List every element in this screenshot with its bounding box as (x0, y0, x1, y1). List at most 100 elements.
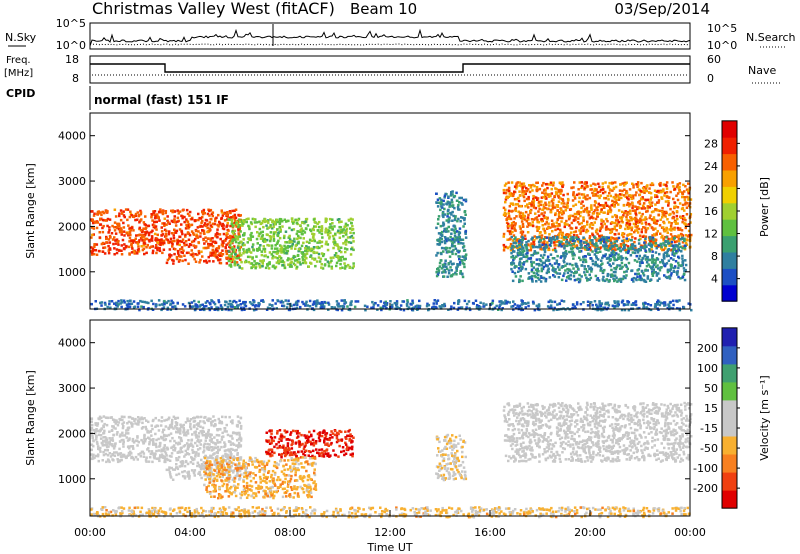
heatmap-cell (257, 234, 261, 238)
heatmap-cell (667, 254, 670, 258)
heatmap-cell (202, 208, 206, 212)
heatmap-cell (527, 222, 530, 225)
heatmap-cell (673, 205, 676, 209)
heatmap-cell (675, 214, 679, 218)
heatmap-cell (558, 233, 561, 236)
heatmap-cell (637, 238, 641, 242)
heatmap-cell (653, 258, 656, 261)
heatmap-cell (260, 299, 263, 302)
heatmap-cell (535, 236, 539, 239)
heatmap-cell (538, 278, 541, 281)
heatmap-cell (658, 303, 662, 307)
heatmap-cell (644, 221, 648, 224)
heatmap-cell (684, 268, 687, 272)
heatmap-cell (244, 259, 248, 263)
heatmap-cell (109, 248, 112, 251)
heatmap-cell (643, 189, 646, 192)
heatmap-cell (181, 251, 184, 255)
heatmap-cell (624, 227, 627, 231)
heatmap-cell (553, 247, 557, 250)
heatmap-cell (680, 229, 684, 232)
heatmap-cell (113, 253, 116, 256)
heatmap-cell (258, 248, 261, 251)
heatmap-cell (533, 235, 536, 238)
heatmap-cell (681, 215, 685, 218)
heatmap-cell (683, 209, 686, 212)
heatmap-cell (586, 185, 589, 188)
heatmap-cell (640, 222, 644, 225)
heatmap-cell (654, 238, 658, 242)
heatmap-cell (566, 233, 569, 236)
heatmap-cell (649, 244, 652, 247)
heatmap-cell (623, 308, 627, 312)
heatmap-cell (543, 261, 546, 265)
heatmap-cell (525, 197, 529, 201)
heatmap-cell (638, 234, 642, 237)
heatmap-cell (242, 306, 246, 309)
heatmap-cell (651, 274, 655, 277)
heatmap-cell (320, 232, 324, 236)
heatmap-cell (142, 227, 145, 230)
heatmap-cell (208, 209, 211, 213)
heatmap-cell (522, 194, 525, 197)
heatmap-cell (148, 246, 152, 249)
heatmap-cell (513, 241, 517, 244)
heatmap-cell (626, 251, 630, 255)
heatmap-cell (582, 255, 585, 259)
heatmap-cell (217, 213, 220, 217)
heatmap-cell (439, 224, 443, 228)
heatmap-cell (638, 278, 641, 281)
heatmap-cell (632, 222, 636, 226)
heatmap-cell (596, 264, 600, 268)
heatmap-cell (94, 423, 98, 427)
heatmap-cell (304, 255, 307, 258)
heatmap-cell (230, 308, 233, 312)
heatmap-cell (336, 244, 339, 247)
heatmap-cell (195, 229, 198, 233)
heatmap-cell (678, 190, 682, 193)
heatmap-cell (607, 185, 610, 188)
heatmap-cell (217, 245, 221, 248)
heatmap-cell (275, 261, 279, 264)
heatmap-cell (231, 246, 234, 249)
heatmap-cell (450, 213, 453, 216)
heatmap-cell (582, 301, 585, 304)
heatmap-cell (565, 236, 568, 239)
heatmap-cell (669, 274, 673, 277)
heatmap-cell (590, 267, 593, 271)
heatmap-cell (617, 278, 621, 281)
heatmap-cell (435, 274, 439, 278)
heatmap-cell (627, 308, 631, 312)
heatmap-cell (522, 182, 526, 185)
heatmap-cell (583, 271, 586, 274)
heatmap-cell (268, 235, 272, 238)
heatmap-cell (627, 202, 630, 205)
heatmap-cell (261, 237, 264, 240)
heatmap-cell (304, 302, 308, 305)
heatmap-cell (339, 229, 343, 232)
heatmap-cell (562, 259, 565, 263)
heatmap-cell (669, 268, 672, 271)
heatmap-cell (511, 239, 515, 242)
noise-left-label: N.Sky (5, 31, 37, 44)
heatmap-cell (637, 227, 640, 231)
heatmap-cell (585, 208, 589, 212)
heatmap-cell (607, 249, 610, 252)
heatmap-cell (318, 260, 322, 263)
heatmap-cell (446, 250, 449, 254)
heatmap-cell (105, 237, 108, 240)
heatmap-cell (205, 261, 209, 264)
heatmap-cell (153, 232, 157, 236)
heatmap-cell (118, 435, 122, 438)
heatmap-cell (219, 304, 223, 307)
heatmap-cell (518, 184, 521, 187)
heatmap-cell (664, 240, 668, 244)
heatmap-cell (455, 239, 458, 242)
heatmap-cell (559, 228, 562, 232)
heatmap-cell (254, 262, 258, 265)
heatmap-cell (540, 236, 543, 240)
heatmap-cell (132, 300, 136, 303)
heatmap-cell (654, 261, 657, 265)
heatmap-cell (122, 226, 126, 229)
heatmap-cell (570, 227, 574, 230)
